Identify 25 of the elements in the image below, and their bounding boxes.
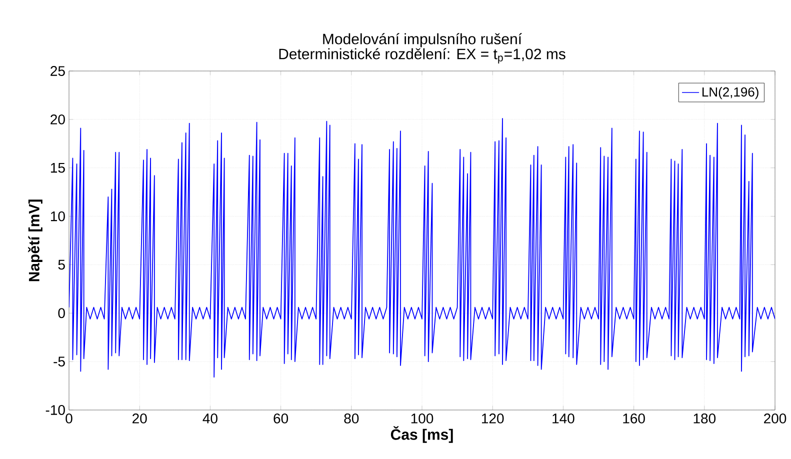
- y-tick-label: 5: [58, 260, 65, 270]
- y-tick-label: 0: [58, 308, 65, 318]
- x-tick-label: 160: [623, 414, 645, 424]
- chart-subtitle: Deterministické rozdělení: EX = t$_{p}$=1,02 ms: [279, 48, 566, 64]
- y-tick-label: 20: [50, 114, 65, 124]
- y-tick-label: -10: [46, 405, 65, 415]
- x-tick-label: 60: [274, 414, 288, 424]
- x-tick-label: 180: [694, 414, 716, 424]
- legend-label: LN(2,196): [702, 87, 758, 100]
- x-tick-label: 140: [552, 414, 574, 424]
- y-axis-title: Napětí [mV]: [28, 200, 42, 282]
- x-tick-label: 80: [344, 414, 359, 424]
- y-tick-label: -5: [54, 356, 65, 366]
- x-tick-label: 40: [202, 414, 218, 424]
- x-tick-label: 200: [764, 414, 786, 424]
- chart-title: Modelování impulsního rušení: [323, 33, 522, 48]
- x-tick-label: 0: [66, 414, 72, 424]
- y-tick-label: 15: [50, 162, 65, 173]
- x-tick-label: 20: [132, 414, 147, 424]
- y-tick-label: 25: [50, 66, 65, 76]
- x-axis-title: Čas [ms]: [390, 426, 453, 443]
- x-tick-label: 100: [411, 414, 434, 424]
- x-tick-label: 120: [482, 414, 504, 424]
- line-series: [69, 118, 776, 378]
- y-tick-label: 10: [50, 211, 65, 222]
